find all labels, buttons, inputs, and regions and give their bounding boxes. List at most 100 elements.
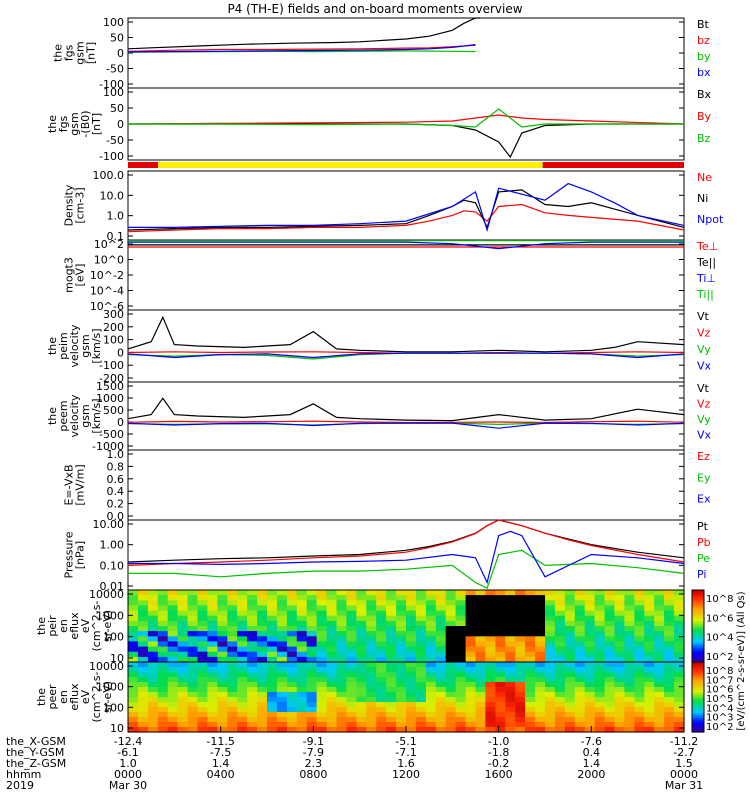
spectrogram-cell [247, 641, 258, 648]
spectrogram-cell [177, 727, 189, 733]
spectrogram-cell [147, 631, 159, 637]
spectrogram-cell [654, 631, 665, 637]
spectrogram-cell [336, 667, 347, 673]
spectrogram-cell [475, 620, 486, 627]
spectrogram-cell [594, 727, 606, 733]
spectrogram-cell [455, 610, 467, 617]
spectrogram-cell [475, 656, 486, 663]
spectrogram-cell [286, 605, 298, 612]
spectrogram-cell [594, 590, 606, 596]
colorbar-step [692, 722, 704, 726]
spectrogram-cell [137, 692, 149, 698]
spectrogram-cell [376, 600, 387, 606]
spectrogram-cell [286, 692, 298, 698]
spectrogram-cell [644, 626, 655, 632]
spectrogram-cell [177, 626, 189, 632]
spectrogram-cell [386, 722, 397, 728]
colorbar-tick-label: 10^5 [706, 694, 733, 705]
spectrogram-cell [465, 667, 477, 673]
spectrogram-cell [624, 656, 635, 663]
series-line-Vt [127, 397, 685, 422]
spectrogram-cell [465, 641, 477, 648]
spectrogram-cell [167, 667, 179, 673]
spectrogram-cell [564, 631, 576, 637]
spectrogram-cell [276, 600, 288, 606]
spectrogram-cell [326, 615, 338, 622]
spectrogram-cell [495, 646, 506, 653]
spectrogram-cell [445, 717, 457, 723]
spectrogram-cell [386, 687, 397, 693]
spectrogram-cell [386, 636, 397, 642]
spectrogram-cell [227, 605, 238, 612]
spectrogram-cell [386, 697, 397, 703]
spectrogram-cell [237, 641, 248, 648]
spectrogram-cell [187, 656, 199, 663]
x-row-label: the_Z-GSM [6, 757, 66, 770]
spectrogram-cell [406, 667, 417, 673]
spectrogram-cell [336, 600, 347, 606]
spectrogram-cell [386, 646, 397, 653]
spectrogram-cell [336, 727, 347, 733]
spectrogram-cell [267, 662, 278, 668]
spectrogram-cell [177, 697, 189, 703]
spectrogram-cell [336, 615, 347, 622]
spectrogram-cell [177, 595, 189, 601]
colorbar-step [692, 713, 704, 717]
spectrogram-cell [276, 717, 288, 723]
spectrogram-cell [554, 667, 566, 673]
spectrogram-cell [157, 702, 169, 708]
spectrogram-cell [445, 702, 457, 708]
spectrogram-cell [584, 636, 596, 642]
spectrogram-cell [336, 620, 347, 627]
y-tick-label: 10^-2 [90, 269, 124, 282]
spectrogram-cell [624, 626, 635, 632]
y-tick-label: 0.10 [100, 559, 125, 572]
spectrogram-cell [346, 656, 357, 663]
spectrogram-cell [465, 656, 477, 663]
spectrogram-cell [306, 656, 318, 663]
y-axis-label: velocity [68, 324, 81, 367]
spectrogram-cell [406, 672, 417, 678]
spectrogram-cell [137, 636, 149, 642]
spectrogram-cell [296, 682, 308, 688]
spectrogram-cell [545, 620, 556, 627]
spectrogram-cell [227, 615, 238, 622]
spectrogram-cell [356, 702, 367, 708]
spectrogram-cell [217, 717, 228, 723]
spectrogram-cell [435, 595, 447, 601]
spectrogram-cell [286, 631, 298, 637]
spectrogram-cell [475, 662, 486, 668]
series-line-Vz [127, 420, 685, 424]
spectrogram-cell [535, 641, 546, 648]
spectrogram-cell [326, 712, 338, 718]
spectrogram-cell [276, 727, 288, 733]
spectrogram-cell [654, 656, 665, 663]
spectrogram-cell [435, 672, 447, 678]
spectrogram-cell [217, 595, 228, 601]
colorbar-tick-label: 10^4 [706, 633, 733, 644]
spectrogram-cell [455, 727, 467, 733]
spectrogram-cell [594, 687, 606, 693]
spectrogram-cell [654, 727, 665, 733]
spectrogram-cell [167, 687, 179, 693]
spectrogram-cell [386, 692, 397, 698]
colorbar-step [692, 647, 704, 651]
spectrogram-cell [594, 662, 606, 668]
y-tick-label: 50 [110, 32, 124, 45]
spectrogram-cell [644, 697, 655, 703]
spectrogram-cell [554, 631, 566, 637]
spectrogram-cell [247, 697, 258, 703]
spectrogram-cell [455, 651, 467, 658]
spectrogram-cell [207, 605, 218, 612]
spectrogram-cell [207, 610, 218, 617]
spectrogram-cell [554, 626, 566, 632]
spectrogram-cell [574, 667, 586, 673]
spectrogram-cell [376, 646, 387, 653]
spectrogram-cell [306, 707, 318, 713]
spectrogram-cell [356, 610, 367, 617]
spectrogram-cell [366, 620, 377, 627]
spectrogram-cell [356, 707, 367, 713]
spectrogram-cell [296, 662, 308, 668]
spectrogram-cell [267, 712, 278, 718]
